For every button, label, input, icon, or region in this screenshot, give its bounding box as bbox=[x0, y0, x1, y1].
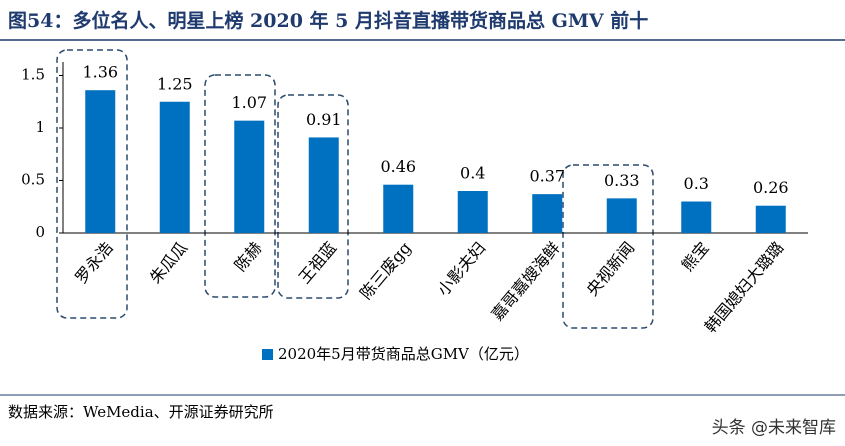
value-label: 0.33 bbox=[604, 171, 640, 190]
bar bbox=[383, 184, 414, 233]
x-tick-label: 朱瓜瓜 bbox=[146, 238, 191, 287]
x-tick-label: 熊宝 bbox=[678, 238, 713, 275]
y-tick-label: 1 bbox=[35, 118, 45, 136]
value-label: 1.25 bbox=[157, 74, 193, 93]
y-tick-label: 1.5 bbox=[21, 66, 45, 84]
x-tick-label: 陈赫 bbox=[231, 238, 266, 275]
bar bbox=[532, 194, 563, 233]
bar bbox=[308, 137, 339, 233]
bar bbox=[85, 90, 116, 233]
highlight-box bbox=[204, 74, 276, 298]
x-tick-label: 陈三废gg bbox=[356, 238, 415, 303]
value-label: 0.4 bbox=[460, 164, 485, 183]
x-tick-label: 罗永浩 bbox=[71, 238, 116, 287]
x-tick-label: 王祖蓝 bbox=[295, 238, 340, 287]
bar bbox=[234, 120, 265, 233]
value-label: 1.07 bbox=[231, 93, 267, 112]
bar bbox=[159, 101, 190, 233]
x-tick-label: 小影夫妇 bbox=[434, 238, 490, 299]
watermark: 头条 @未来智库 bbox=[712, 418, 836, 438]
bar bbox=[755, 205, 786, 233]
value-label: 0.37 bbox=[529, 167, 565, 186]
highlight-box bbox=[56, 49, 128, 319]
highlight-box bbox=[277, 94, 349, 299]
value-label: 0.91 bbox=[306, 110, 342, 129]
bar bbox=[681, 201, 712, 233]
x-tick-label: 韩国媳妇大璐璐 bbox=[701, 238, 788, 336]
bar bbox=[457, 191, 488, 233]
value-label: 0.46 bbox=[380, 157, 416, 176]
x-tick-label: 嘉哥嘉嫂海鲜 bbox=[487, 238, 563, 324]
value-label: 1.36 bbox=[82, 63, 118, 82]
value-label: 0.3 bbox=[684, 174, 709, 193]
source: 数据来源：WeMedia、开源证券研究所 bbox=[8, 403, 274, 421]
bar bbox=[606, 198, 637, 233]
y-tick-label: 0 bbox=[35, 223, 45, 241]
value-label: 0.26 bbox=[753, 178, 789, 197]
highlight-box bbox=[562, 164, 654, 329]
figure-title: 图54：多位名人、明星上榜 2020 年 5 月抖音直播带货商品总 GMV 前十 bbox=[8, 9, 648, 32]
legend-swatch bbox=[262, 349, 273, 360]
x-tick-label: 央视新闻 bbox=[583, 238, 639, 299]
legend-label: 2020年5月带货商品总GMV（亿元） bbox=[278, 345, 529, 363]
y-tick-label: 0.5 bbox=[21, 171, 45, 189]
